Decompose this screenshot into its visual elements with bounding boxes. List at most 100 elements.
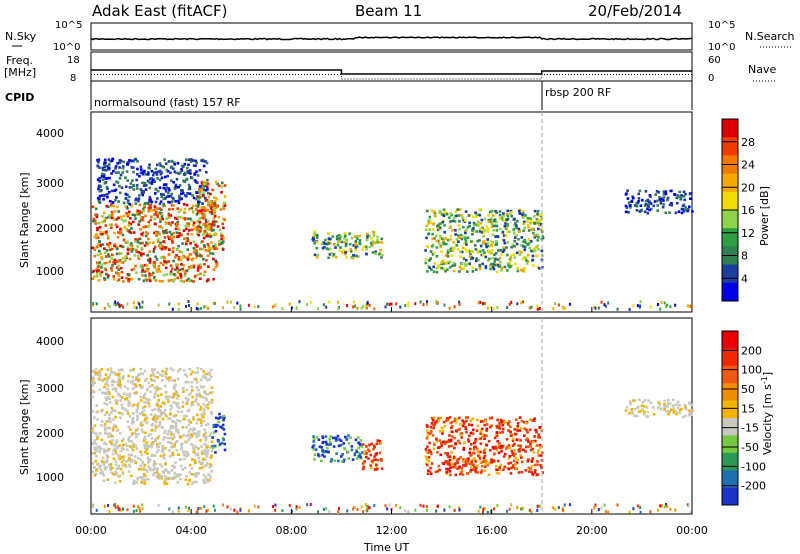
power-cell: [135, 211, 139, 215]
power-cell: [100, 188, 103, 192]
velocity-cell: [127, 425, 131, 429]
velocity-cell: [222, 418, 225, 422]
power-cell: [186, 236, 189, 240]
power-cell: [513, 256, 516, 259]
velocity-cell: [104, 442, 108, 446]
power-cell: [180, 167, 183, 171]
power-cell: [312, 239, 315, 242]
velocity-cell: [196, 367, 200, 370]
power-cell: [126, 240, 129, 244]
power-cell: [207, 265, 210, 268]
power-cell: [459, 255, 463, 258]
velocity-ytick-4000: 4000: [36, 335, 64, 348]
velocity-cell: [146, 401, 149, 404]
velocity-cell: [174, 440, 178, 444]
velocity-cell: [169, 476, 172, 480]
power-cell: [222, 205, 225, 208]
power-cell: [192, 221, 196, 224]
velocity-clutter-cell: [205, 509, 208, 513]
power-cell: [195, 249, 198, 252]
power-cell: [449, 212, 452, 215]
velocity-cell: [446, 453, 449, 457]
velocity-cell: [114, 470, 117, 474]
velocity-clutter-cell: [628, 510, 631, 514]
power-cell: [648, 200, 651, 203]
power-cell: [164, 221, 168, 224]
power-cell: [358, 234, 361, 238]
power-cell: [529, 222, 532, 225]
velocity-cell: [488, 417, 492, 420]
power-cell: [98, 240, 101, 243]
power-cell: [133, 254, 137, 257]
power-cell: [510, 253, 513, 257]
velocity-cell: [459, 423, 462, 426]
power-cell: [214, 246, 218, 249]
power-cell: [93, 235, 97, 238]
power-cell: [116, 236, 120, 239]
velocity-clutter-cell: [368, 506, 371, 510]
velocity-cell: [91, 390, 95, 394]
velocity-cell: [130, 458, 134, 462]
velocity-cell: [159, 373, 162, 376]
velocity-cell: [91, 384, 94, 387]
velocity-cell: [646, 410, 650, 414]
power-cell: [209, 204, 212, 207]
velocity-cell: [111, 427, 115, 431]
power-clutter-cell: [222, 306, 225, 310]
power-cell: [91, 277, 95, 280]
power-clutter-cell: [213, 301, 216, 305]
velocity-cell: [160, 393, 163, 396]
power-clutter-cell: [660, 301, 663, 305]
velocity-clutter-cell: [328, 509, 331, 513]
velocity-clutter-cell: [135, 509, 138, 513]
power-cell: [458, 228, 461, 231]
power-clutter-cell: [506, 306, 509, 309]
power-cell: [107, 245, 111, 248]
power-cell: [186, 192, 189, 195]
power-clutter-cell: [291, 306, 293, 310]
power-cell: [153, 171, 156, 175]
velocity-cell: [167, 400, 170, 404]
velocity-cell: [174, 421, 178, 425]
power-cell: [501, 219, 505, 222]
velocity-cell: [150, 437, 154, 440]
power-cell: [171, 250, 175, 254]
velocity-cell: [210, 401, 214, 404]
power-cell: [119, 191, 122, 195]
power-cell: [637, 197, 641, 200]
velocity-cell: [132, 412, 135, 415]
velocity-cell: [180, 410, 183, 413]
power-clutter-cell: [669, 305, 672, 309]
velocity-cell: [148, 459, 151, 463]
power-cell: [206, 243, 210, 246]
power-cell: [378, 252, 381, 256]
velocity-clutter-cell: [362, 510, 365, 514]
velocity-clutter-cell: [360, 505, 363, 509]
velocity-clutter-cell: [322, 507, 325, 511]
velocity-cell: [668, 402, 672, 405]
power-cell: [650, 207, 653, 211]
velocity-cell: [179, 473, 182, 476]
velocity-cell: [110, 380, 114, 384]
power-cell: [150, 209, 154, 212]
power-cell: [136, 173, 139, 176]
power-clutter-cell: [187, 300, 190, 303]
velocity-cell: [163, 431, 166, 434]
velocity-cell: [195, 435, 199, 439]
velocity-cell: [181, 468, 184, 471]
power-cell: [485, 245, 488, 249]
power-cell: [138, 174, 141, 178]
power-cell: [95, 236, 98, 240]
velocity-cell: [447, 445, 451, 448]
velocity-cell: [196, 453, 200, 457]
power-cell: [154, 167, 158, 171]
velocity-clutter-cell: [568, 503, 571, 507]
power-cell: [498, 210, 502, 213]
velocity-cell: [134, 444, 137, 448]
velocity-cell: [341, 453, 344, 456]
power-cell: [110, 159, 114, 163]
velocity-cell: [202, 408, 206, 412]
velocity-cell: [105, 382, 108, 385]
velocity-cell: [647, 399, 650, 402]
